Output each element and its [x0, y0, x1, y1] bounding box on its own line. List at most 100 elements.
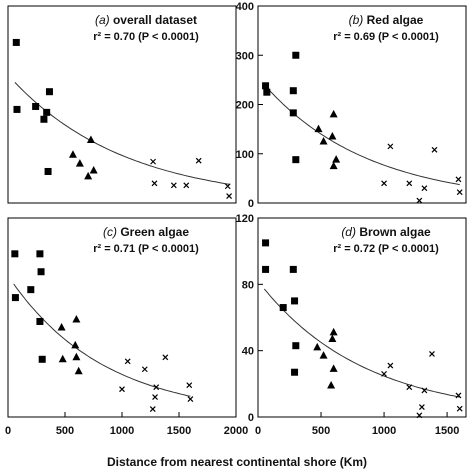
cross-stroke: [406, 384, 413, 391]
panel-title: (a) overall dataset: [95, 13, 197, 27]
fit-curve: [263, 288, 460, 398]
data-point-cross: [421, 387, 428, 394]
plot-frame: [257, 217, 467, 418]
x-tick-label: 1500: [167, 425, 191, 437]
data-point-triangle: [57, 322, 66, 331]
cross-stroke: [406, 180, 413, 187]
x-tick-label: 0: [255, 425, 261, 437]
data-point-square: [11, 294, 19, 302]
data-point-triangle: [327, 380, 336, 389]
y-tick-label: 300: [236, 50, 254, 62]
panel-letter: (c): [103, 225, 120, 239]
data-point-cross: [381, 180, 387, 187]
cross-stroke: [162, 354, 169, 361]
data-point-cross: [226, 193, 233, 200]
data-point-square: [291, 297, 299, 305]
panel-name: Red algae: [367, 13, 424, 27]
cross-stroke: [151, 180, 158, 187]
data-point-cross: [152, 394, 158, 401]
data-point-triangle: [72, 314, 81, 323]
data-point-triangle: [329, 161, 338, 170]
data-point-triangle: [313, 342, 322, 351]
data-point-cross: [455, 392, 462, 399]
data-point-square: [36, 250, 44, 258]
cross-stroke: [150, 158, 157, 165]
fit-curve: [14, 82, 230, 185]
data-point-triangle: [89, 165, 98, 174]
cross-stroke: [149, 406, 156, 412]
x-axis-label: Distance from nearest continental shore …: [107, 455, 367, 469]
data-point-triangle: [328, 334, 337, 343]
x-tick-label: 500: [312, 425, 330, 437]
data-point-cross: [381, 370, 387, 377]
panel-title: (d) Brown algae: [341, 225, 431, 239]
data-point-cross: [456, 189, 463, 196]
data-point-square: [13, 105, 21, 113]
panel-letter: (d): [341, 225, 359, 239]
data-point-triangle: [329, 364, 338, 372]
x-tick-label: 1000: [372, 425, 396, 437]
cross-stroke: [186, 382, 193, 389]
cross-stroke: [387, 362, 394, 369]
data-point-triangle: [332, 155, 341, 163]
cross-stroke: [381, 180, 387, 187]
data-point-cross: [416, 412, 423, 419]
cross-stroke: [152, 394, 158, 401]
data-point-cross: [406, 384, 413, 391]
fit-curve: [263, 84, 460, 186]
data-point-cross: [421, 185, 428, 192]
panel-name: overall dataset: [113, 13, 197, 27]
data-point-cross: [418, 404, 425, 410]
x-tick-label: 2000: [224, 425, 248, 437]
x-tick-label: 1000: [110, 425, 134, 437]
data-point-cross: [195, 157, 202, 164]
data-point-cross: [153, 384, 160, 391]
data-point-cross: [124, 358, 131, 365]
data-point-cross: [416, 197, 423, 204]
y-tick-label: 120: [236, 213, 254, 225]
data-point-triangle: [314, 124, 323, 133]
data-point-cross: [150, 158, 157, 165]
cross-stroke: [421, 387, 428, 394]
data-point-square: [37, 268, 45, 276]
data-point-square: [289, 265, 297, 273]
data-point-square: [289, 87, 297, 95]
r-squared-label: r² = 0.72 (P < 0.0001): [333, 243, 439, 255]
data-point-triangle: [329, 109, 338, 118]
data-point-cross: [406, 180, 413, 187]
cross-stroke: [431, 146, 438, 153]
data-point-square: [292, 342, 300, 350]
data-point-square: [38, 355, 46, 363]
cross-stroke: [387, 143, 394, 150]
cross-stroke: [226, 193, 233, 200]
y-tick-label: 100: [236, 149, 254, 161]
panel-c: 0 500 1000 1500 2000 (c) Green algae r² = 0.71…: [5, 217, 248, 437]
data-point-square: [262, 239, 270, 247]
data-point-square: [289, 109, 297, 117]
panel-letter: (a): [95, 13, 113, 27]
data-point-square: [12, 38, 20, 46]
data-point-square: [292, 51, 300, 59]
data-point-cross: [162, 354, 169, 361]
data-point-triangle: [72, 352, 81, 361]
data-point-cross: [141, 366, 148, 373]
data-point-square: [43, 108, 51, 116]
data-point-triangle: [84, 171, 93, 180]
data-point-cross: [387, 362, 394, 369]
r-squared-label: r² = 0.70 (P < 0.0001): [93, 31, 199, 43]
data-point-triangle: [328, 132, 337, 140]
data-point-square: [262, 265, 270, 273]
cross-stroke: [455, 176, 462, 183]
data-point-cross: [119, 386, 125, 393]
data-point-triangle: [319, 351, 328, 359]
panel-title: (b) Red algae: [349, 13, 424, 27]
data-point-cross: [149, 406, 156, 412]
x-tick-label: 0: [5, 425, 11, 437]
data-point-square: [27, 286, 35, 294]
cross-stroke: [418, 404, 425, 410]
data-point-triangle: [86, 135, 95, 143]
y-tick-label: 0: [248, 412, 254, 424]
x-tick-label: 500: [56, 425, 74, 437]
cross-stroke: [429, 351, 435, 357]
